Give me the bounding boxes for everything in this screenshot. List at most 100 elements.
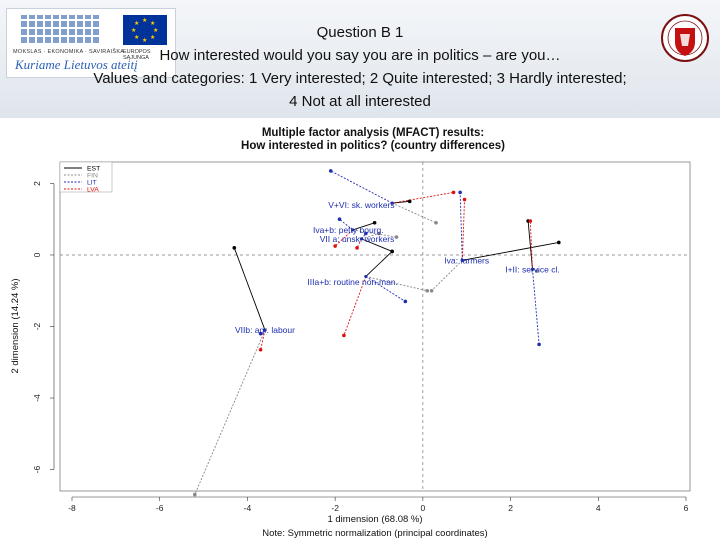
eu-flag-icon: ★ ★ ★ ★ ★ ★ ★ ★ xyxy=(123,15,167,45)
reference-lines xyxy=(60,162,690,491)
connector-line-0-est xyxy=(392,200,410,204)
categories-line-2: 4 Not at all interested xyxy=(289,93,431,110)
point-0-fin xyxy=(434,220,438,225)
connector-line-3-est xyxy=(462,242,559,261)
connector-line-3-fin xyxy=(431,260,463,292)
connector-line-6-est xyxy=(233,247,266,331)
point-0-lit xyxy=(328,169,333,173)
legend-label-fin: FIN xyxy=(87,173,98,180)
point-3-fin xyxy=(429,288,434,293)
point-1-fin xyxy=(394,235,399,239)
x-tick-label: -6 xyxy=(156,503,164,513)
point-1-est xyxy=(372,220,377,225)
point-2-lit xyxy=(364,231,368,236)
center-point-6 xyxy=(263,328,267,332)
project-logo: ★ ★ ★ ★ ★ ★ ★ ★ MOKSLAS · EKONOMIKA · SAVIRA… xyxy=(6,8,176,78)
point-2-fin xyxy=(377,231,381,236)
fund-text: MOKSLAS · EKONOMIKA · SAVIRAIŠKA xyxy=(13,49,125,55)
center-labels: V+VI: sk. workers Iva+b: petty bourg.VII … xyxy=(235,200,560,335)
x-tick-label: 0 xyxy=(420,503,425,513)
y-axis-label: 2 dimension (14.24 %) xyxy=(10,278,21,373)
point-4-lit xyxy=(537,342,541,347)
plot-frame xyxy=(59,161,691,492)
x-tick-label: 2 xyxy=(508,503,513,513)
question-id: Question B 1 xyxy=(316,24,404,41)
x-axis-ticks: -8 -6 -4 -2 0 2 4 6 xyxy=(68,496,689,513)
connector-line-3-lva xyxy=(461,199,465,261)
connector-line-5-lit xyxy=(365,276,406,302)
center-point-4 xyxy=(530,267,535,271)
connector-line-5-est xyxy=(365,251,393,277)
connector-line-1-est xyxy=(352,222,375,231)
grid-logo-icon xyxy=(21,15,101,43)
point-5-lit xyxy=(403,299,408,304)
center-point-1 xyxy=(351,228,355,232)
point-3-lva xyxy=(462,197,467,202)
center-label-6: VIIb: agr. labour xyxy=(235,325,295,335)
point-6-lva xyxy=(258,347,263,352)
connector-line-3-lit xyxy=(459,192,463,261)
point-6-est xyxy=(232,246,237,250)
center-label-4: I+II: service cl. xyxy=(505,264,560,274)
point-0-lva xyxy=(451,190,456,195)
point-0-est xyxy=(407,199,412,204)
mfact-scatter-chart: Multiple factor analysis (MFACT) results… xyxy=(10,127,691,539)
y-axis-ticks: 2 0 -2 -4 -6 xyxy=(32,181,55,473)
center-point-5 xyxy=(364,274,368,279)
categories-line-1: Values and categories: 1 Very interested… xyxy=(93,70,627,87)
legend-label-lit: LIT xyxy=(87,180,97,187)
center-label-0: V+VI: sk. workers xyxy=(328,200,394,210)
slide-header: ★ ★ ★ ★ ★ ★ ★ ★ MOKSLAS · EKONOMIKA · SAVIRA… xyxy=(0,0,720,118)
point-3-est xyxy=(557,240,561,245)
point-6-fin xyxy=(193,492,197,497)
data-points xyxy=(193,169,561,497)
center-label-1: Iva+b: petty bourg. xyxy=(313,225,384,235)
connector-line-1-fin xyxy=(352,229,397,238)
center-point-2 xyxy=(359,237,364,241)
center-point-3 xyxy=(460,258,464,262)
point-5-est xyxy=(390,249,394,254)
connector-line-2-est xyxy=(361,238,393,252)
question-text: How interested would you say you are in … xyxy=(159,47,561,64)
legend-label-lva: LVA xyxy=(87,187,99,194)
point-3-lit xyxy=(458,190,462,195)
center-label-3: Iva: farmers xyxy=(444,255,489,265)
chart-title: Multiple factor analysis (MFACT) results… xyxy=(262,127,484,139)
chart-subtitle: How interested in politics? (country dif… xyxy=(241,140,505,152)
university-seal-icon xyxy=(661,14,709,62)
legend-box xyxy=(59,161,113,193)
x-tick-label: -2 xyxy=(331,503,339,513)
x-axis-label: 1 dimension (68.08 %) xyxy=(327,514,422,525)
x-tick-label: 4 xyxy=(596,503,601,513)
point-1-lva xyxy=(333,244,337,248)
connector-line-4-lit xyxy=(532,269,540,345)
connector-line-1-lva xyxy=(334,229,353,247)
point-2-lva xyxy=(355,246,359,250)
y-tick-label: 2 xyxy=(32,181,42,186)
x-tick-label: -8 xyxy=(68,503,76,513)
connector-line-2-fin xyxy=(361,233,380,240)
x-tick-label: -4 xyxy=(244,503,252,513)
connector-line-5-fin xyxy=(365,275,428,292)
connector-line-1-lit xyxy=(339,218,353,231)
legend-label-est: EST xyxy=(87,166,100,173)
point-6-lit xyxy=(258,331,263,336)
eu-text: EUROPOS SĄJUNGA xyxy=(123,49,151,61)
connector-line-0-fin xyxy=(391,202,437,224)
chart-note: Note: Symmetric normalization (principal… xyxy=(262,528,487,539)
point-1-lit xyxy=(337,217,342,222)
point-5-fin xyxy=(425,288,430,293)
connector-line-4-lva xyxy=(529,220,533,270)
center-label-5: IIIa+b: routine non-man. xyxy=(307,277,398,287)
center-point-0 xyxy=(390,201,394,205)
point-4-lva xyxy=(528,219,533,223)
connector-line-0-lit xyxy=(330,170,393,204)
connector-line-6-fin xyxy=(194,329,266,495)
y-tick-label: -2 xyxy=(32,322,42,330)
y-tick-label: -6 xyxy=(32,465,42,473)
y-tick-label: -4 xyxy=(32,394,42,402)
center-label-2: VII a: unsk. workers xyxy=(320,234,395,244)
y-tick-label: 0 xyxy=(32,252,42,257)
point-4-fin xyxy=(535,269,539,273)
